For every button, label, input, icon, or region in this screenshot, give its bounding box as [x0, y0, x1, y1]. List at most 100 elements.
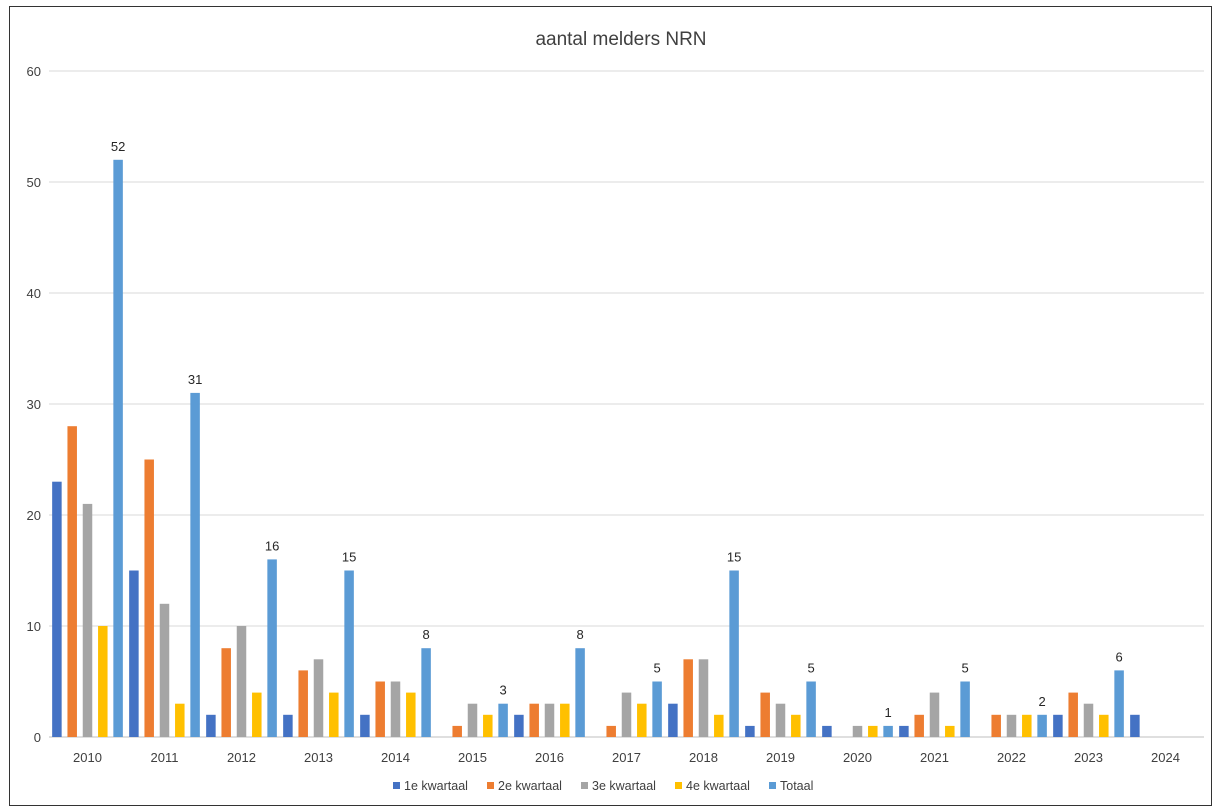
- legend-swatch: [581, 782, 588, 789]
- bar: [1130, 714, 1140, 737]
- legend-label: 1e kwartaal: [404, 779, 468, 793]
- x-tick-label: 2019: [766, 750, 795, 765]
- bar: [575, 648, 585, 737]
- bar: [1068, 692, 1078, 737]
- bar: [344, 570, 354, 737]
- bar: [1053, 714, 1063, 737]
- bar: [129, 570, 139, 737]
- data-label: 5: [807, 661, 814, 676]
- bar: [945, 725, 955, 737]
- x-tick-label: 2022: [997, 750, 1026, 765]
- x-tick-label: 2016: [535, 750, 564, 765]
- y-axis-tick-labels: 0 10 20 30 40 50 60: [27, 64, 41, 745]
- bar: [745, 725, 755, 737]
- legend-swatch: [675, 782, 682, 789]
- bar: [406, 692, 416, 737]
- bar: [637, 703, 647, 737]
- bar: [236, 626, 247, 737]
- bar: [914, 714, 924, 737]
- y-tick-label: 40: [27, 286, 41, 301]
- legend: 1e kwartaal 2e kwartaal 3e kwartaal 4e kwar…: [393, 779, 813, 793]
- bar: [714, 714, 724, 737]
- bar: [791, 714, 801, 737]
- bar: [652, 681, 662, 737]
- data-label: 15: [727, 550, 741, 565]
- legend-label: 4e kwartaal: [686, 779, 750, 793]
- bar: [421, 648, 431, 737]
- bar: [868, 725, 878, 737]
- bar: [206, 714, 216, 737]
- bar: [52, 481, 62, 737]
- bar: [683, 659, 693, 737]
- bar: [329, 692, 339, 737]
- x-tick-label: 2024: [1151, 750, 1180, 765]
- bar: [390, 681, 401, 737]
- bar: [175, 703, 185, 737]
- y-tick-label: 30: [27, 397, 41, 412]
- legend-swatch: [393, 782, 400, 789]
- x-axis-tick-labels: 2010 2011 2012 2013 2014 2015 2016 2017 2018 2019…: [73, 750, 1180, 765]
- bar: [529, 703, 539, 737]
- bar: [852, 725, 863, 737]
- bar: [991, 714, 1001, 737]
- data-label: 52: [111, 139, 125, 154]
- y-tick-label: 10: [27, 619, 41, 634]
- x-tick-label: 2020: [843, 750, 872, 765]
- bar: [483, 714, 493, 737]
- bar: [544, 703, 555, 737]
- bar: [960, 681, 970, 737]
- legend-label: 2e kwartaal: [498, 779, 562, 793]
- bar: [467, 703, 478, 737]
- bar: [606, 725, 616, 737]
- x-tick-label: 2023: [1074, 750, 1103, 765]
- bar: [698, 659, 709, 737]
- bar: [1037, 714, 1047, 737]
- bar: [806, 681, 816, 737]
- bar: [313, 659, 324, 737]
- x-tick-label: 2013: [304, 750, 333, 765]
- data-label: 1: [884, 705, 891, 720]
- y-tick-label: 0: [34, 730, 41, 745]
- x-tick-label: 2015: [458, 750, 487, 765]
- bar: [1006, 714, 1017, 737]
- x-tick-label: 2021: [920, 750, 949, 765]
- bar: [375, 681, 385, 737]
- bar: [267, 559, 277, 737]
- bar: [1099, 714, 1109, 737]
- bar: [899, 725, 909, 737]
- bar: [822, 725, 832, 737]
- bar: [760, 692, 770, 737]
- data-label: 5: [653, 661, 660, 676]
- bar: [298, 670, 308, 737]
- bar: [668, 703, 678, 737]
- bar: [1083, 703, 1094, 737]
- bar: [159, 603, 170, 737]
- bars: [52, 159, 1140, 738]
- data-label: 2: [1038, 694, 1045, 709]
- bar: [144, 459, 154, 737]
- legend-label: Totaal: [780, 779, 813, 793]
- data-label: 6: [1115, 649, 1122, 664]
- y-tick-label: 20: [27, 508, 41, 523]
- bar: [283, 714, 293, 737]
- x-tick-label: 2010: [73, 750, 102, 765]
- bar: [621, 692, 632, 737]
- data-label: 8: [576, 627, 583, 642]
- data-label: 15: [342, 550, 356, 565]
- x-tick-label: 2014: [381, 750, 410, 765]
- x-tick-label: 2017: [612, 750, 641, 765]
- data-label: 31: [188, 372, 202, 387]
- bar: [775, 703, 786, 737]
- y-tick-label: 60: [27, 64, 41, 79]
- bar: [98, 626, 108, 737]
- bar: [221, 648, 231, 737]
- bar: [190, 392, 200, 737]
- x-tick-label: 2012: [227, 750, 256, 765]
- bar: [113, 159, 123, 738]
- bar: [360, 714, 370, 737]
- bar: [252, 692, 262, 737]
- bar: [498, 703, 508, 737]
- chart-title: aantal melders NRN: [535, 29, 706, 50]
